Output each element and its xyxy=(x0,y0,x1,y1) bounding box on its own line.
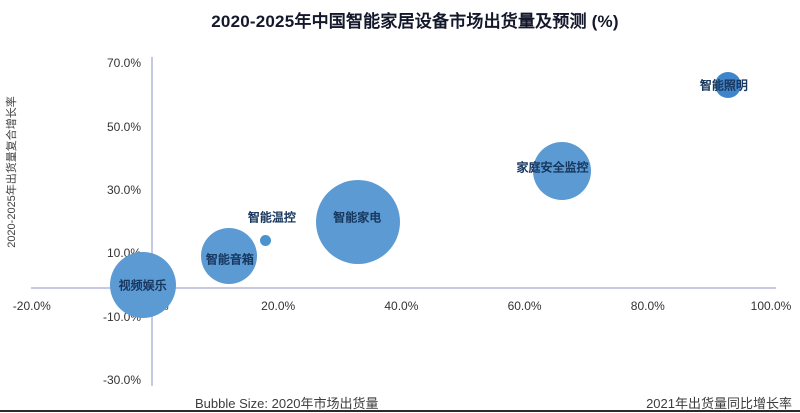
chart-title: 2020-2025年中国智能家居设备市场出货量及预测 (%) xyxy=(211,12,619,31)
y-axis-title: 2020-2025年出货量复合增长率 xyxy=(6,96,18,248)
bottom-border xyxy=(0,410,800,412)
x-axis-line xyxy=(31,287,776,289)
bubble-label: 家庭安全监控 xyxy=(516,160,589,175)
bubble-label: 智能温控 xyxy=(247,210,296,225)
x-tick-label: 60.0% xyxy=(507,299,542,313)
bubble xyxy=(714,72,741,99)
bubble xyxy=(316,179,401,264)
bubble-label: 视频娱乐 xyxy=(118,278,167,293)
x-tick-label: 80.0% xyxy=(630,299,665,313)
x-tick-label: 100.0% xyxy=(750,299,792,313)
x-tick-label: 20.0% xyxy=(261,299,296,313)
x-tick-label: 40.0% xyxy=(384,299,419,313)
y-tick-label: 70.0% xyxy=(106,56,141,71)
bubble xyxy=(200,228,257,285)
bubble-size-note: Bubble Size: 2020年市场出货量 xyxy=(195,396,379,411)
bubble xyxy=(260,235,272,247)
y-tick-label: 30.0% xyxy=(106,182,141,197)
y-tick-label: 50.0% xyxy=(106,119,141,134)
y-axis-line xyxy=(151,57,153,386)
bubble xyxy=(532,141,591,200)
bubble-label: 智能家电 xyxy=(333,210,382,225)
x-tick-label: -20.0% xyxy=(12,299,51,313)
bubble xyxy=(109,252,176,318)
x-axis-title: 2021年出货量同比增长率 xyxy=(646,396,792,411)
bubble-label: 智能照明 xyxy=(699,78,748,93)
bubble-label: 智能音箱 xyxy=(205,252,254,267)
y-tick-label: -30.0% xyxy=(102,373,141,388)
